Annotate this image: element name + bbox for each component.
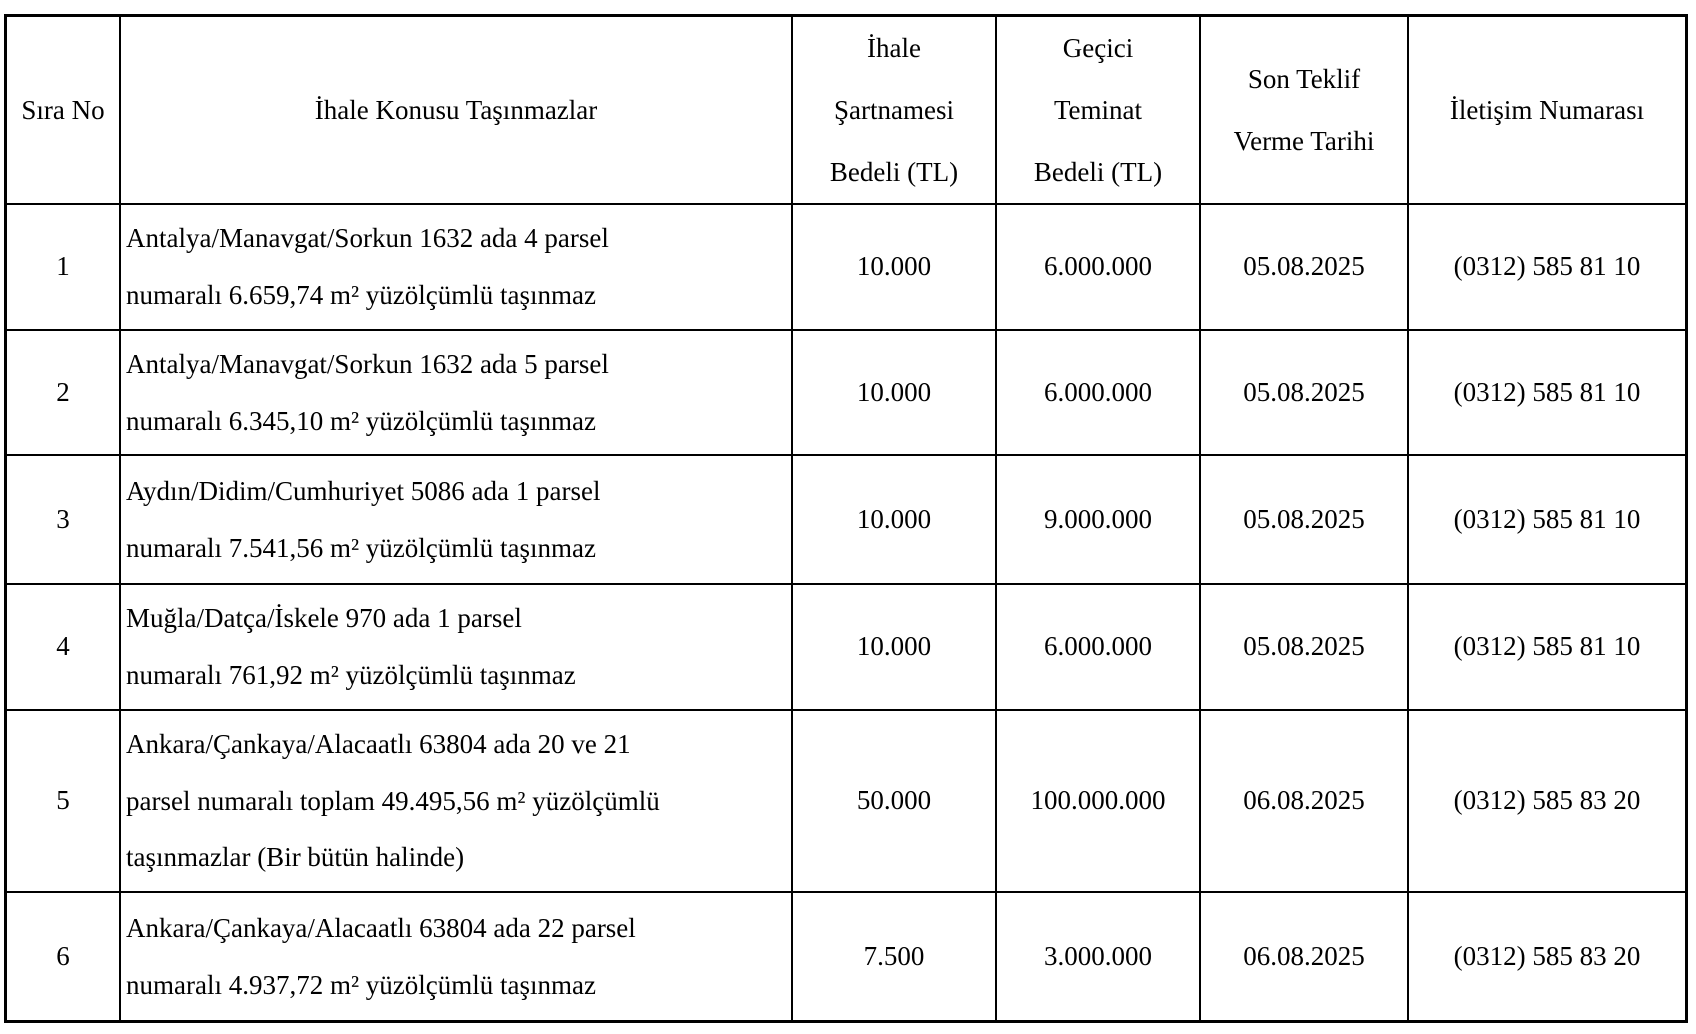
header-label-line: Bedeli (TL) xyxy=(829,157,959,188)
row-3-sartname-bedeli: 10.000 xyxy=(793,456,995,583)
description-line: Antalya/Manavgat/Sorkun 1632 ada 4 parse… xyxy=(126,223,609,254)
row-3-iletisim-numarasi: (0312) 585 81 10 xyxy=(1409,456,1685,583)
description-line: numaralı 6.659,74 m² yüzölçümlü taşınmaz xyxy=(126,280,596,310)
row-1-teminat-bedeli: 6.000.000 xyxy=(997,205,1199,329)
description-line: Antalya/Manavgat/Sorkun 1632 ada 5 parse… xyxy=(126,348,609,379)
row-4-description: Muğla/Datça/İskele 970 ada 1 parsel numa… xyxy=(121,585,791,709)
header-ihale-konusu: İhale Konusu Taşınmazlar xyxy=(121,17,791,203)
row-6-son-teklif-tarihi: 06.08.2025 xyxy=(1201,893,1407,1020)
header-label-line: Geçici xyxy=(1062,32,1134,63)
description-line: Ankara/Çankaya/Alacaatlı 63804 ada 22 pa… xyxy=(126,912,636,943)
row-2-son-teklif-tarihi: 05.08.2025 xyxy=(1201,331,1407,454)
header-iletisim: İletişim Numarası xyxy=(1409,17,1685,203)
row-6-sartname-bedeli: 7.500 xyxy=(793,893,995,1020)
row-5-sira-no: 5 xyxy=(7,711,119,891)
row-3-sira-no: 3 xyxy=(7,456,119,583)
description-line: numaralı 4.937,72 m² yüzölçümlü taşınmaz xyxy=(126,969,596,1000)
row-4-teminat-bedeli: 6.000.000 xyxy=(997,585,1199,709)
header-label: İletişim Numarası xyxy=(1449,94,1645,125)
row-6-iletisim-numarasi: (0312) 585 83 20 xyxy=(1409,893,1685,1020)
row-6-description: Ankara/Çankaya/Alacaatlı 63804 ada 22 pa… xyxy=(121,893,791,1020)
description-line: taşınmazlar (Bir bütün halinde) xyxy=(126,842,465,873)
description-line: parsel numaralı toplam 49.495,56 m² yüzö… xyxy=(126,785,660,816)
row-2-iletisim-numarasi: (0312) 585 81 10 xyxy=(1409,331,1685,454)
row-3-description: Aydın/Didim/Cumhuriyet 5086 ada 1 parsel… xyxy=(121,456,791,583)
header-sartname-bedeli: İhale Şartnamesi Bedeli (TL) xyxy=(793,17,995,203)
row-2-description: Antalya/Manavgat/Sorkun 1632 ada 5 parse… xyxy=(121,331,791,454)
row-1-iletisim-numarasi: (0312) 585 81 10 xyxy=(1409,205,1685,329)
description-line: numaralı 761,92 m² yüzölçümlü taşınmaz xyxy=(126,660,576,690)
header-son-teklif: Son Teklif Verme Tarihi xyxy=(1201,17,1407,203)
description-line: Aydın/Didim/Cumhuriyet 5086 ada 1 parsel xyxy=(126,475,601,506)
row-1-description: Antalya/Manavgat/Sorkun 1632 ada 4 parse… xyxy=(121,205,791,329)
header-label: İhale Konusu Taşınmazlar xyxy=(314,94,598,125)
row-3-teminat-bedeli: 9.000.000 xyxy=(997,456,1199,583)
header-label-line: İhale xyxy=(867,32,921,63)
row-2-sira-no: 2 xyxy=(7,331,119,454)
header-label-line: Şartnamesi xyxy=(834,94,954,125)
header-label: Sıra No xyxy=(21,94,105,125)
description-line: numaralı 6.345,10 m² yüzölçümlü taşınmaz xyxy=(126,405,596,436)
row-3-son-teklif-tarihi: 05.08.2025 xyxy=(1201,456,1407,583)
row-5-teminat-bedeli: 100.000.000 xyxy=(997,711,1199,891)
row-4-sira-no: 4 xyxy=(7,585,119,709)
tender-table: Sıra No İhale Konusu Taşınmazlar İhale Ş… xyxy=(4,14,1688,1023)
row-1-sira-no: 1 xyxy=(7,205,119,329)
row-5-son-teklif-tarihi: 06.08.2025 xyxy=(1201,711,1407,891)
row-2-sartname-bedeli: 10.000 xyxy=(793,331,995,454)
description-line: Muğla/Datça/İskele 970 ada 1 parsel xyxy=(126,603,522,634)
row-5-sartname-bedeli: 50.000 xyxy=(793,711,995,891)
row-5-iletisim-numarasi: (0312) 585 83 20 xyxy=(1409,711,1685,891)
row-2-teminat-bedeli: 6.000.000 xyxy=(997,331,1199,454)
description-line: numaralı 7.541,56 m² yüzölçümlü taşınmaz xyxy=(126,532,596,563)
header-label-line: Verme Tarihi xyxy=(1233,126,1375,156)
header-label-line: Teminat xyxy=(1053,94,1143,125)
row-6-sira-no: 6 xyxy=(7,893,119,1020)
header-teminat-bedeli: Geçici Teminat Bedeli (TL) xyxy=(997,17,1199,203)
row-4-iletisim-numarasi: (0312) 585 81 10 xyxy=(1409,585,1685,709)
row-1-sartname-bedeli: 10.000 xyxy=(793,205,995,329)
header-label-line: Son Teklif xyxy=(1247,63,1361,94)
header-sira-no: Sıra No xyxy=(7,17,119,203)
row-4-sartname-bedeli: 10.000 xyxy=(793,585,995,709)
row-1-son-teklif-tarihi: 05.08.2025 xyxy=(1201,205,1407,329)
row-6-teminat-bedeli: 3.000.000 xyxy=(997,893,1199,1020)
header-label-line: Bedeli (TL) xyxy=(1033,157,1163,188)
description-line: Ankara/Çankaya/Alacaatlı 63804 ada 20 ve… xyxy=(126,728,631,759)
row-5-description: Ankara/Çankaya/Alacaatlı 63804 ada 20 ve… xyxy=(121,711,791,891)
row-4-son-teklif-tarihi: 05.08.2025 xyxy=(1201,585,1407,709)
